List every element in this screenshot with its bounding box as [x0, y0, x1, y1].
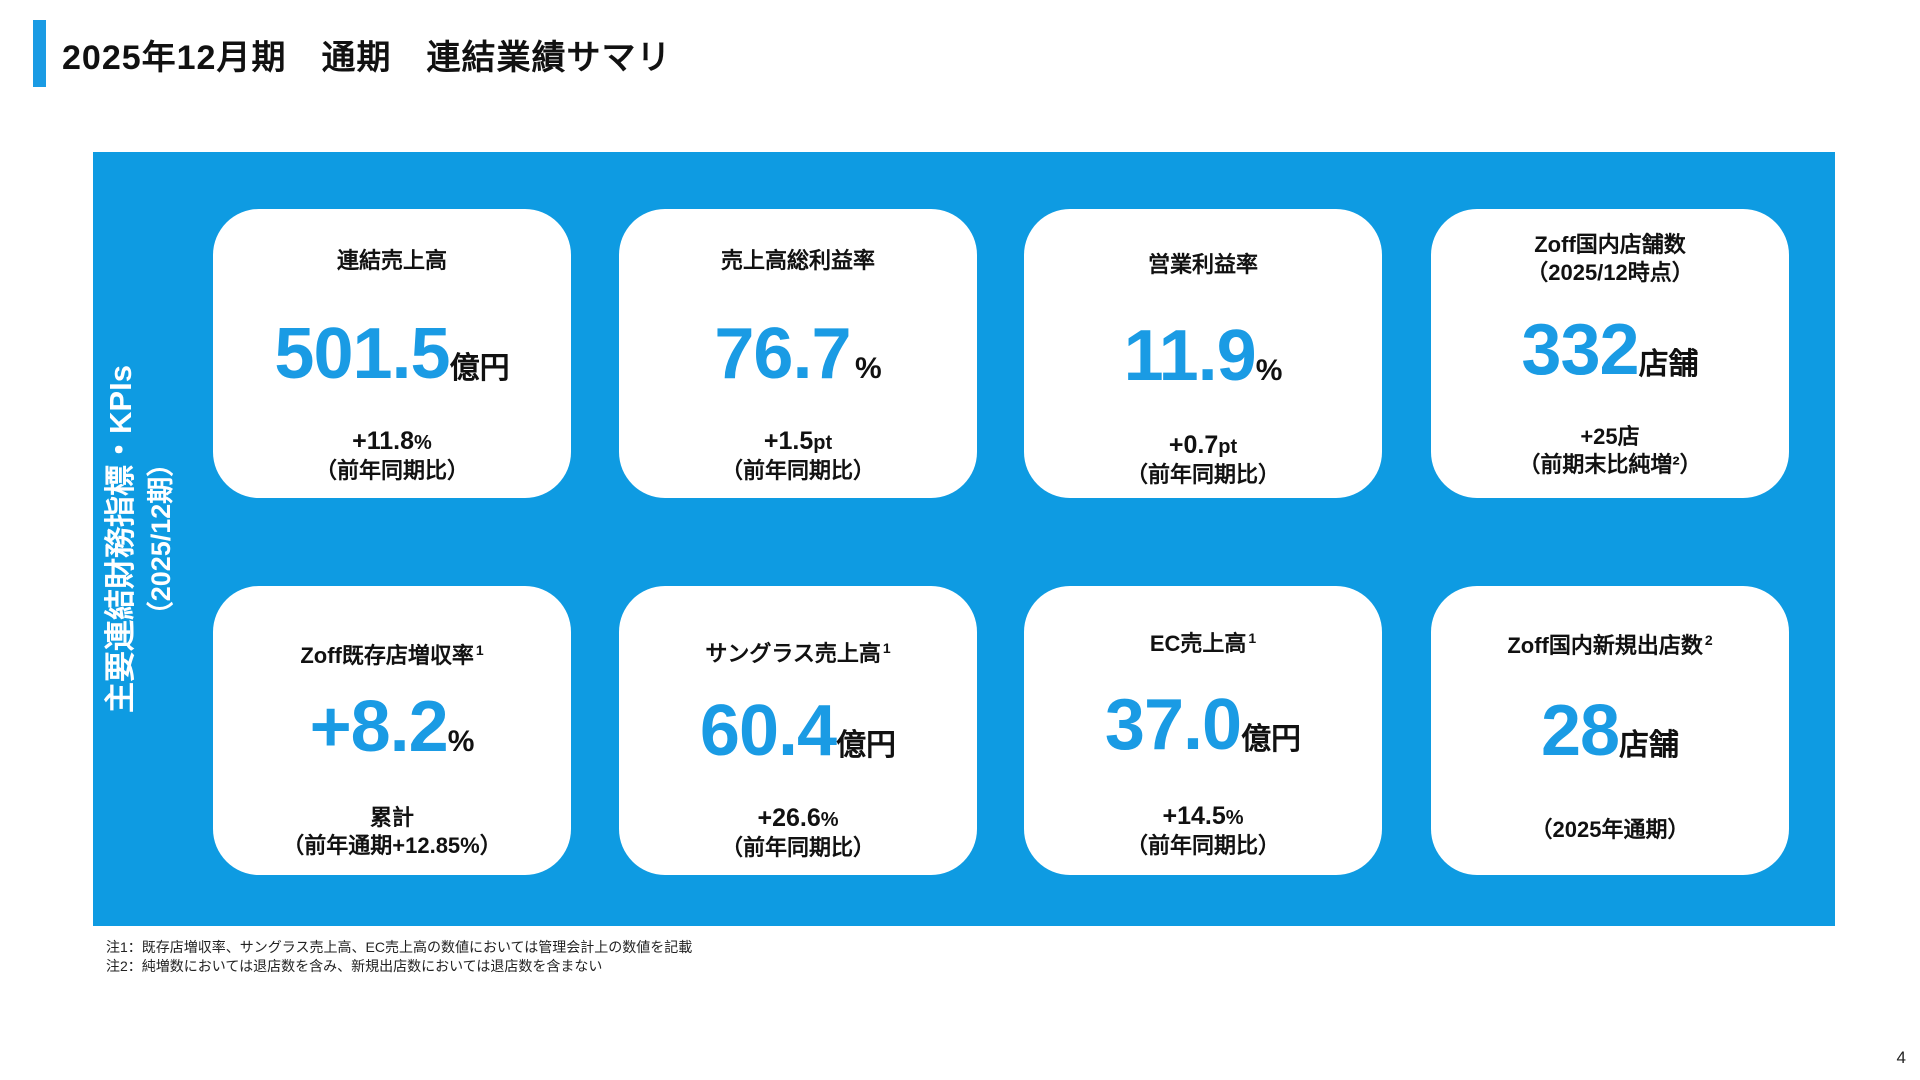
- card-label: サングラス売上高 1: [705, 640, 891, 666]
- footnote-1: 注1：既存店増収率、サングラス売上高、EC売上高の数値においては管理会計上の数値…: [106, 939, 693, 955]
- card-sub: +11.8% （前年同期比）: [314, 427, 469, 483]
- card-sub: 累計 （前年通期+12.85%）: [282, 805, 502, 858]
- card-value: 332店舗: [1521, 310, 1699, 390]
- card-label: Zoff既存店増収率 1: [300, 642, 484, 668]
- kpi-card-zoff-new-stores: Zoff国内新規出店数 2 28店舗 （2025年通期）: [1431, 586, 1789, 875]
- kpi-card-consolidated-sales: 連結売上高 501.5億円 +11.8% （前年同期比）: [213, 209, 571, 498]
- kpi-card-existing-store-growth: Zoff既存店増収率 1 +8.2% 累計 （前年通期+12.85%）: [213, 586, 571, 875]
- side-label-line2: （2025/12期）: [145, 449, 176, 629]
- card-label: Zoff国内新規出店数 2: [1507, 632, 1713, 658]
- title-accent-bar: [33, 20, 46, 87]
- kpi-card-sunglasses-sales: サングラス売上高 1 60.4億円 +26.6% （前年同期比）: [619, 586, 977, 875]
- card-value: +8.2%: [309, 687, 475, 767]
- kpi-card-operating-margin: 営業利益率 11.9% +0.7pt （前年同期比）: [1024, 209, 1382, 498]
- card-sub: （2025年通期）: [1530, 817, 1690, 842]
- card-label: 連結売上高: [336, 248, 447, 273]
- page-number: 4: [1896, 1048, 1906, 1067]
- card-value: 60.4億円: [699, 691, 897, 771]
- card-value: 501.5億円: [274, 314, 510, 394]
- card-value: 28店舗: [1540, 691, 1680, 771]
- side-label: 主要連結財務指標・KPIs （2025/12期）: [93, 152, 188, 926]
- footnotes: 注1：既存店増収率、サングラス売上高、EC売上高の数値においては管理会計上の数値…: [106, 938, 692, 976]
- kpi-card-ec-sales: EC売上高 1 37.0億円 +14.5% （前年同期比）: [1024, 586, 1382, 875]
- card-label: 売上高総利益率: [720, 248, 875, 273]
- card-label: Zoff国内店舗数 （2025/12時点）: [1526, 232, 1694, 285]
- kpi-card-zoff-domestic-stores: Zoff国内店舗数 （2025/12時点） 332店舗 +25店 （前期末比純増²）: [1431, 209, 1789, 498]
- page-title: 2025年12月期 通期 連結業績サマリ: [62, 39, 672, 77]
- card-label: EC売上高 1: [1149, 630, 1257, 656]
- footnote-2: 注2：純増数においては退店数を含み、新規出店数においては退店数を含まない: [106, 958, 603, 974]
- card-sub: +26.6% （前年同期比）: [720, 804, 875, 860]
- card-sub: +25店 （前期末比純増²）: [1518, 424, 1702, 477]
- kpi-card-gross-margin: 売上高総利益率 76.7 % +1.5pt （前年同期比）: [619, 209, 977, 498]
- card-label: 営業利益率: [1147, 252, 1258, 277]
- card-value: 37.0億円: [1104, 685, 1302, 765]
- card-sub: +0.7pt （前年同期比）: [1125, 431, 1280, 487]
- card-value: 11.9%: [1123, 316, 1283, 396]
- side-label-line1: 主要連結財務指標・KPIs: [102, 365, 138, 713]
- card-sub: +14.5% （前年同期比）: [1125, 802, 1280, 858]
- card-value: 76.7 %: [714, 314, 882, 394]
- card-sub: +1.5pt （前年同期比）: [720, 427, 875, 483]
